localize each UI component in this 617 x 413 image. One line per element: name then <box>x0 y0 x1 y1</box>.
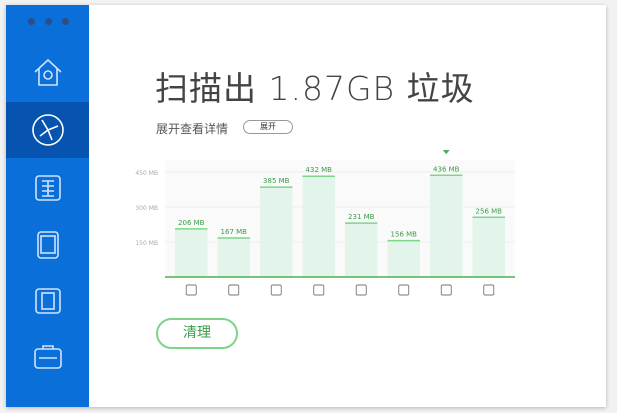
page-title: 扫描出 1.87GB 垃圾 <box>155 69 475 108</box>
bar-label: 206 MB <box>178 219 205 227</box>
bar-label: 385 MB <box>263 177 290 185</box>
y-tick-label: 450 MB <box>135 170 158 177</box>
sidebar-item-apps[interactable] <box>6 160 89 216</box>
window-controls <box>28 18 69 25</box>
y-tick-label: 300 MB <box>135 205 158 212</box>
disk-icon <box>34 288 61 314</box>
photo-icon <box>270 284 282 296</box>
home-icon <box>33 58 62 86</box>
bar <box>472 217 505 277</box>
bar-label: 156 MB <box>391 231 418 239</box>
bar-label: 436 MB <box>433 165 460 173</box>
zoom-dot[interactable] <box>62 18 69 25</box>
close-dot[interactable] <box>28 18 35 25</box>
bar <box>387 240 420 277</box>
keyboard-icon <box>440 284 452 296</box>
bar <box>302 176 335 277</box>
sidebar <box>6 5 89 407</box>
bar <box>260 187 293 277</box>
expand-toggle[interactable]: 展开 <box>243 120 293 134</box>
sidebar-item-storage[interactable] <box>6 273 89 329</box>
video-icon <box>313 284 325 296</box>
folder-icon <box>398 284 410 296</box>
bar-label: 432 MB <box>306 166 333 174</box>
sidebar-item-toolbox[interactable] <box>6 329 89 385</box>
bar <box>430 175 463 277</box>
tooltip-arrow <box>442 150 450 155</box>
clean-button[interactable]: 清理 <box>156 318 238 349</box>
trash-icon <box>483 284 495 296</box>
sidebar-item-device[interactable] <box>6 217 89 273</box>
bar-label: 256 MB <box>476 207 503 215</box>
music-icon <box>228 284 240 296</box>
image-icon <box>355 284 367 296</box>
bar-label: 167 MB <box>221 228 248 236</box>
toolbox-icon <box>33 345 62 369</box>
bar <box>175 228 208 277</box>
bar <box>217 238 250 277</box>
bar <box>345 223 378 277</box>
sidebar-item-clean[interactable] <box>6 102 89 158</box>
y-tick-label: 150 MB <box>135 240 158 247</box>
details-label: 展开查看详情 <box>156 122 229 136</box>
grid-icon <box>34 175 61 201</box>
junk-chart: 150 MB 300 MB 450 MB 206 MB 167 MB 385 MB 432 … <box>135 150 515 296</box>
fan-icon <box>31 114 64 146</box>
sidebar-item-home[interactable] <box>6 45 89 101</box>
tablet-icon <box>36 231 59 259</box>
document-icon <box>185 284 197 296</box>
minimize-dot[interactable] <box>45 18 52 25</box>
bar-label: 231 MB <box>348 213 375 221</box>
